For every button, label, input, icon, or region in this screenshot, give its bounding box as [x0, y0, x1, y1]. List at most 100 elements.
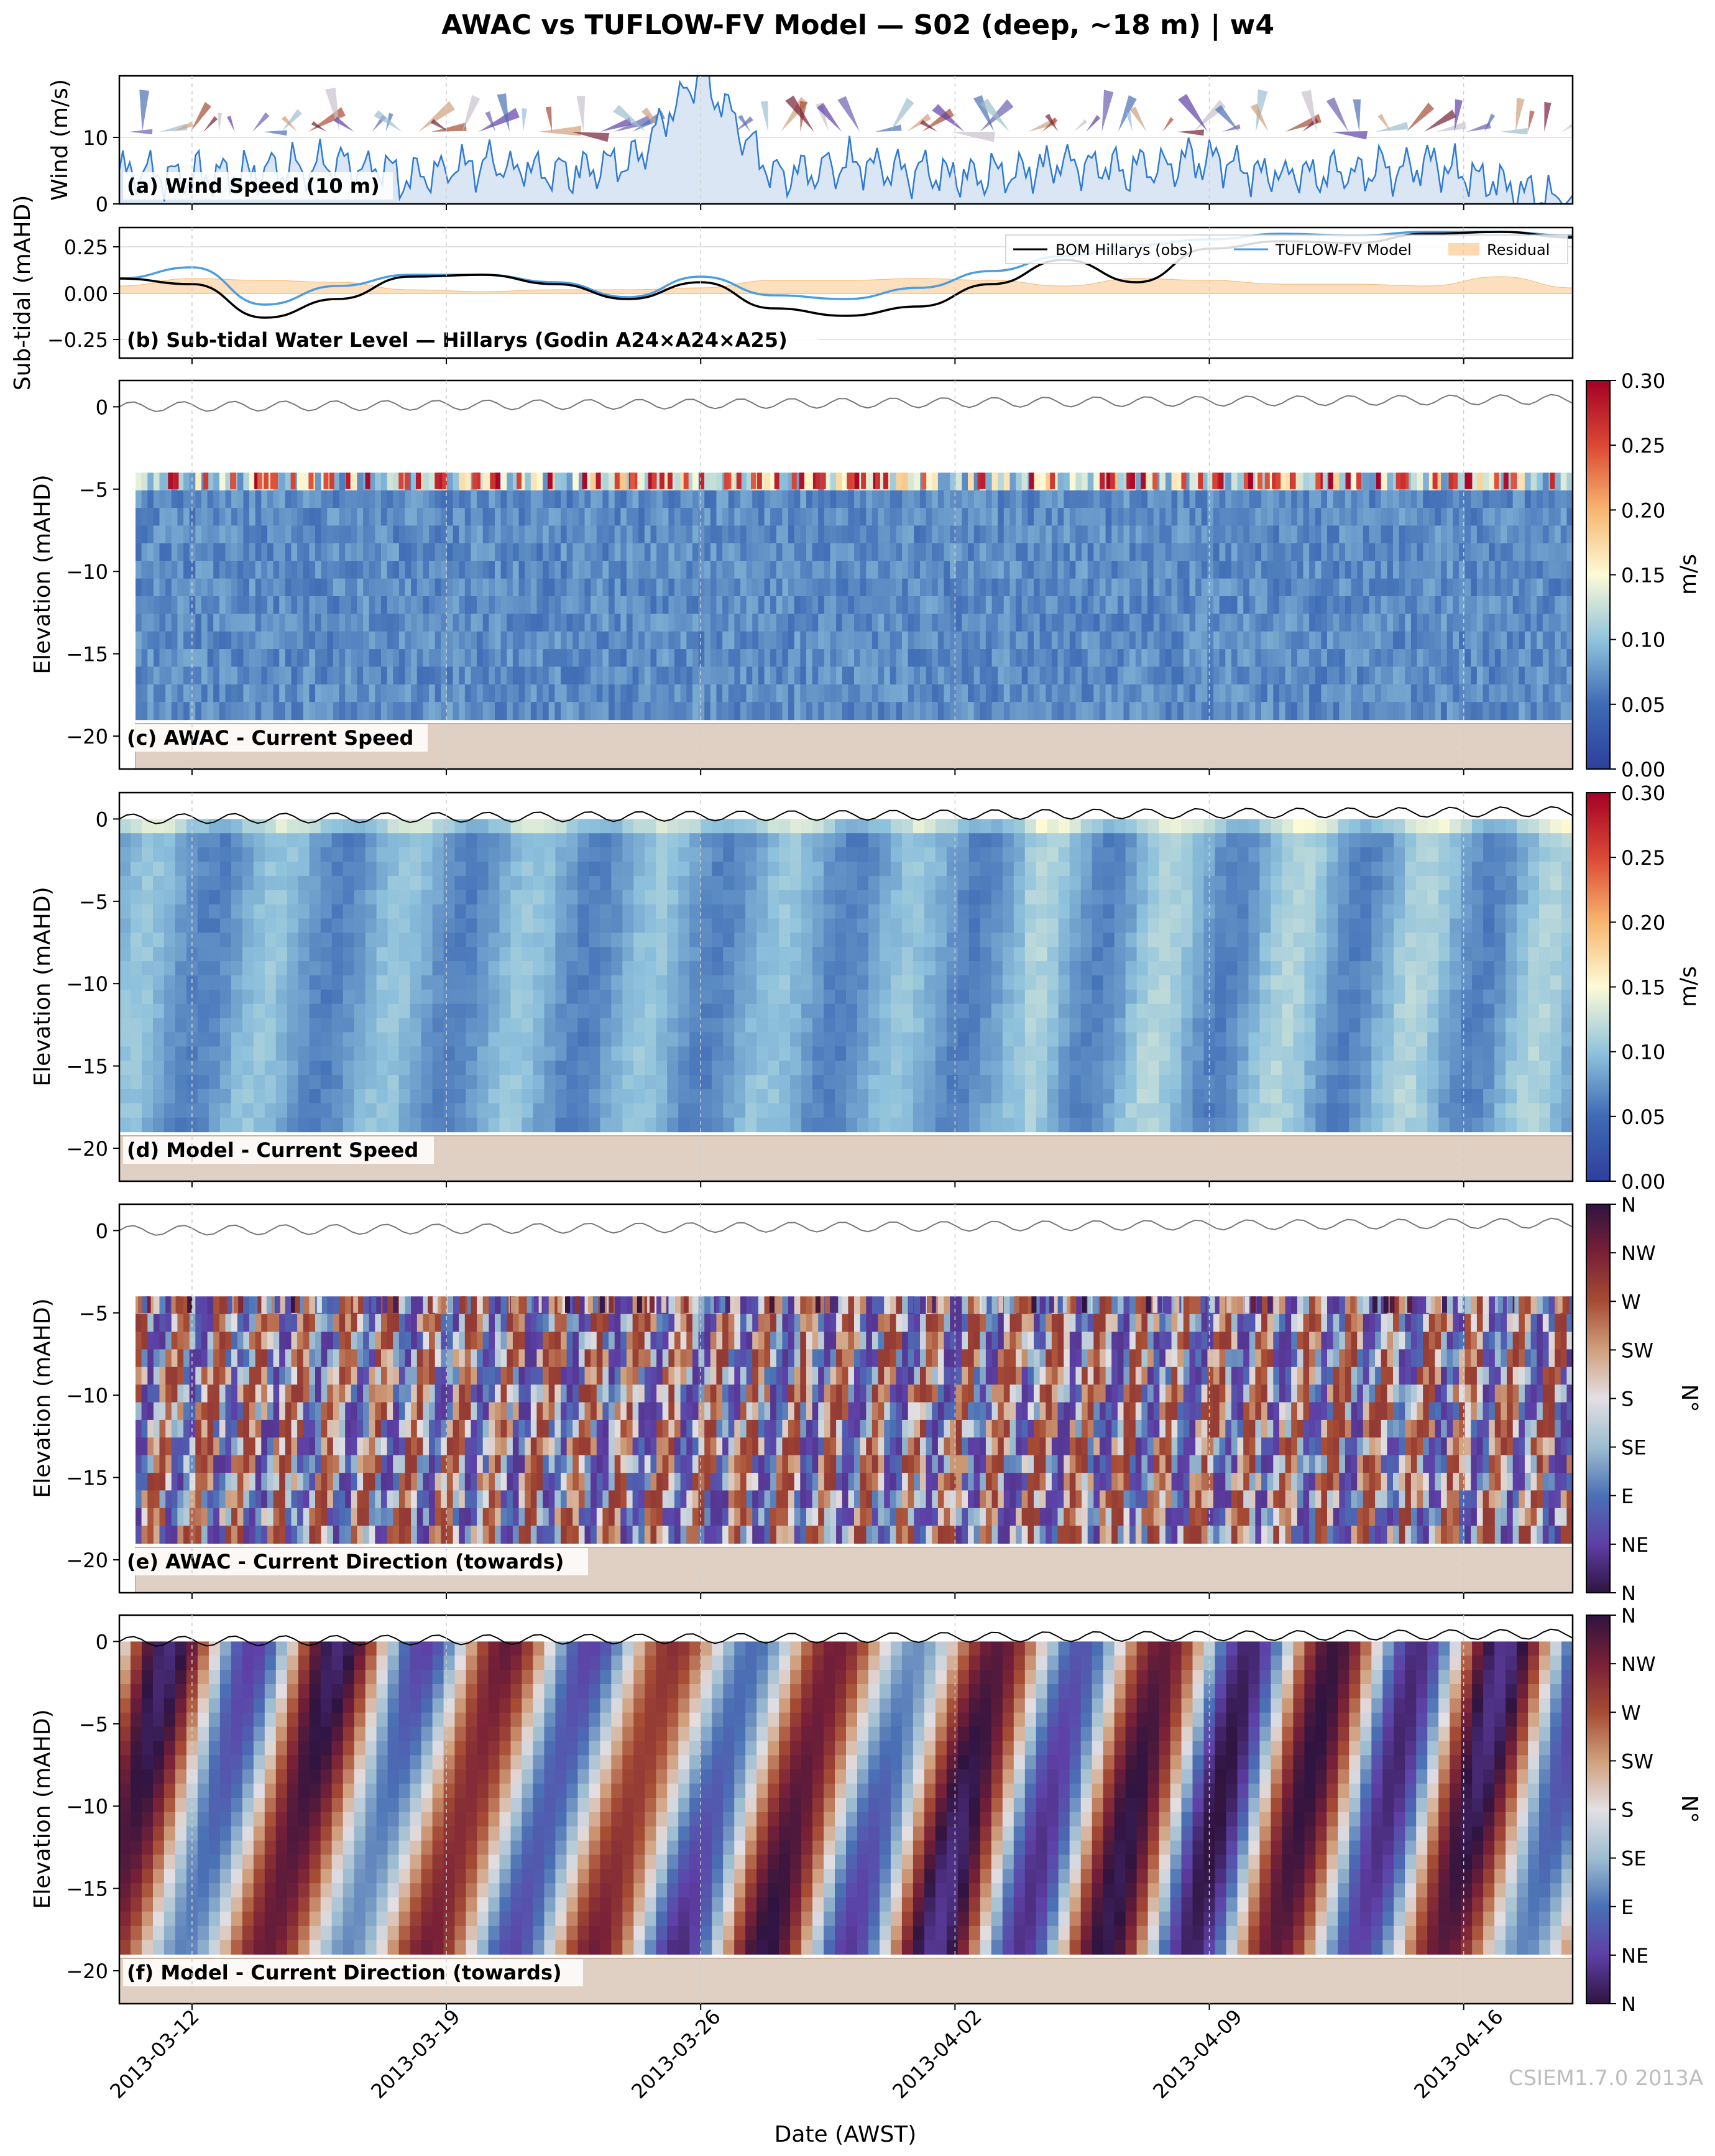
heatmap-cell — [800, 666, 807, 685]
wind-direction-arrow — [281, 116, 298, 132]
heatmap-cell — [821, 472, 826, 489]
heatmap-cell — [1147, 561, 1154, 579]
heatmap-cell — [812, 989, 824, 1005]
heatmap-cell — [908, 631, 914, 650]
heatmap-cell — [255, 684, 262, 703]
heatmap-cell — [243, 614, 250, 632]
heatmap-cell — [303, 561, 310, 579]
heatmap-cell — [208, 947, 221, 962]
heatmap-cell — [650, 666, 657, 685]
heatmap-cell — [740, 525, 747, 544]
heatmap-cell — [620, 525, 627, 544]
heatmap-cell — [279, 561, 286, 579]
heatmap-cell — [1435, 614, 1441, 632]
heatmap-cell — [548, 508, 555, 527]
heatmap-cell — [566, 1018, 578, 1033]
heatmap-cell — [522, 947, 533, 962]
heatmap-cell — [566, 543, 573, 561]
heatmap-cell — [1555, 596, 1561, 614]
heatmap-cell — [884, 614, 891, 632]
heatmap-cell — [812, 975, 824, 990]
heatmap-cell — [1507, 490, 1514, 509]
heatmap-cell — [800, 561, 807, 579]
heatmap-cell — [1309, 614, 1316, 632]
heatmap-cell — [477, 631, 484, 650]
heatmap-cell — [723, 1075, 735, 1090]
heatmap-cell — [602, 684, 609, 703]
heatmap-cell — [1453, 561, 1460, 579]
wind-direction-arrow — [203, 116, 218, 132]
heatmap-cell — [1129, 578, 1136, 597]
heatmap-cell — [405, 649, 412, 668]
heatmap-cell — [728, 508, 735, 527]
heatmap-cell — [740, 702, 747, 721]
heatmap-cell — [261, 578, 268, 597]
heatmap-cell — [746, 666, 753, 685]
heatmap-cell — [357, 525, 364, 544]
heatmap-cell — [722, 543, 729, 561]
heatmap-cell — [589, 1061, 600, 1076]
heatmap-cell — [165, 578, 172, 597]
heatmap-cell — [1123, 543, 1130, 561]
heatmap-cell — [441, 508, 448, 527]
heatmap-cell — [453, 561, 459, 579]
heatmap-cell — [1069, 614, 1076, 632]
heatmap-cell — [1177, 508, 1184, 527]
heatmap-cell — [339, 508, 346, 527]
heatmap-cell — [1399, 649, 1405, 668]
heatmap-cell — [376, 904, 389, 919]
heatmap-cell — [525, 578, 531, 597]
heatmap-cell — [620, 472, 627, 491]
heatmap-cell — [375, 614, 382, 632]
heatmap-cell — [1285, 561, 1292, 579]
heatmap-cell — [195, 649, 202, 668]
wind-direction-arrow — [430, 119, 449, 132]
heatmap-cell — [1369, 525, 1376, 544]
heatmap-cell — [375, 666, 382, 685]
heatmap-cell — [477, 525, 484, 544]
heatmap-cell — [985, 508, 993, 527]
heatmap-cell — [1560, 543, 1567, 561]
heatmap-cell — [398, 1089, 411, 1104]
heatmap-cell — [1483, 543, 1489, 561]
heatmap-cell — [698, 508, 705, 527]
heatmap-cell — [770, 525, 777, 544]
heatmap-cell — [662, 508, 669, 527]
heatmap-cell — [1309, 702, 1316, 721]
heatmap-cell — [1034, 666, 1041, 685]
heatmap-cell — [543, 543, 549, 561]
heatmap-cell — [354, 961, 366, 976]
heatmap-cell — [712, 904, 724, 919]
heatmap-cell — [1267, 508, 1274, 527]
heatmap-cell — [219, 543, 226, 561]
heatmap-cell — [600, 862, 612, 877]
heatmap-cell — [578, 649, 586, 668]
heatmap-cell — [1423, 525, 1430, 544]
heatmap-cell — [454, 961, 467, 976]
heatmap-cell — [662, 666, 669, 685]
heatmap-cell — [525, 490, 531, 509]
heatmap-cell — [566, 875, 578, 891]
heatmap-cell — [1393, 508, 1400, 527]
heatmap-cell — [678, 989, 690, 1005]
heatmap-cell — [806, 561, 813, 579]
heatmap-cell — [261, 614, 268, 632]
heatmap-cell — [768, 989, 779, 1005]
heatmap-cell — [309, 702, 316, 721]
heatmap-cell — [1003, 490, 1010, 509]
heatmap-cell — [1213, 596, 1220, 614]
heatmap-cell — [298, 890, 310, 905]
heatmap-cell — [421, 1003, 433, 1019]
heatmap-cell — [1489, 508, 1496, 527]
heatmap-cell — [171, 561, 178, 579]
heatmap-cell — [818, 543, 825, 561]
heatmap-cell — [667, 890, 679, 905]
heatmap-cell — [1441, 631, 1448, 650]
heatmap-cell — [518, 508, 525, 527]
heatmap-cell — [298, 961, 310, 976]
heatmap-cell — [285, 631, 292, 650]
heatmap-cell — [1476, 596, 1484, 614]
heatmap-cell — [376, 875, 389, 891]
heatmap-cell — [147, 525, 154, 544]
heatmap-cell — [871, 631, 879, 650]
